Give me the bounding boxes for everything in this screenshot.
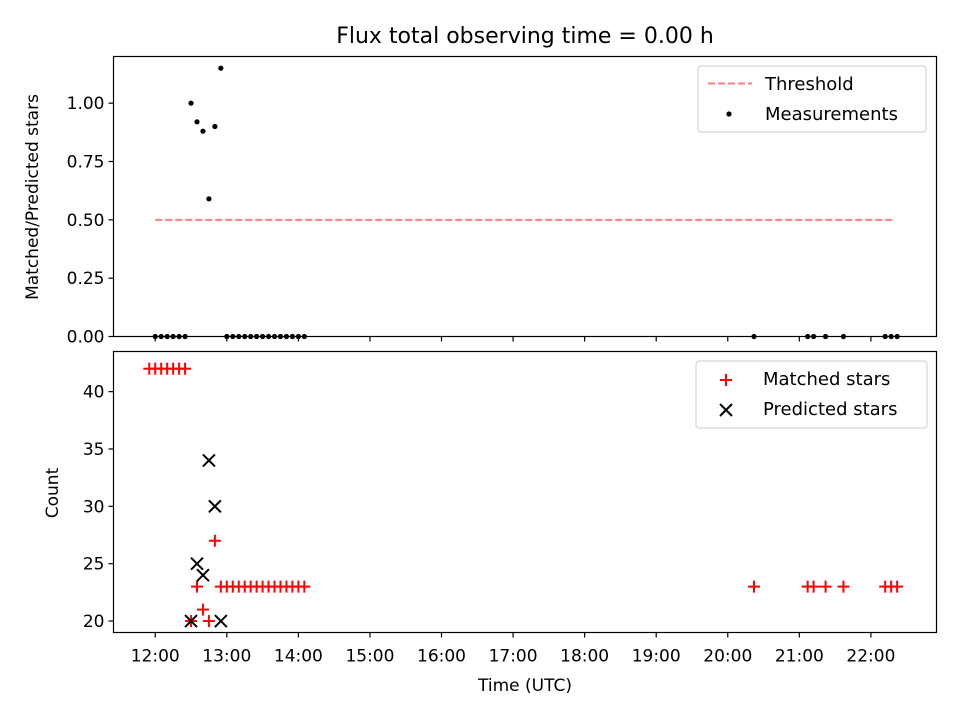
x-tick-label: 16:00: [417, 647, 466, 667]
predicted-stars-legend-marker: [719, 403, 733, 417]
measurement-point: [212, 123, 218, 130]
measurement-point: [188, 100, 194, 106]
measurement-point: [194, 119, 200, 125]
x-axis-label: Time (UTC): [477, 676, 572, 696]
top-y-tick-label: 0.25: [67, 269, 105, 289]
predicted-stars-legend-label: Predicted stars: [763, 399, 897, 420]
measurements-legend-marker: [726, 111, 732, 117]
top-y-tick-label: 1.00: [67, 94, 105, 114]
matched-star-point: [190, 580, 203, 593]
matched-stars-legend-label: Matched stars: [763, 369, 890, 390]
predicted-star-point: [208, 499, 222, 514]
bottom-y-tick-label: 25: [83, 555, 105, 575]
bottom-y-axis-label: Count: [43, 467, 63, 518]
matched-star-point: [819, 580, 832, 593]
top-plot-frame: [112, 55, 938, 338]
measurements-legend-label: Measurements: [765, 104, 898, 125]
predicted-star-point: [196, 568, 210, 582]
chart-title: Flux total observing time = 0.00 h: [336, 24, 714, 49]
x-tick-label: 19:00: [632, 647, 681, 667]
measurement-point: [200, 128, 206, 134]
bottom-legend-box: [695, 360, 928, 429]
top-legend: Threshold Measurements: [697, 65, 927, 133]
top-y-tick-label: 0.00: [67, 328, 105, 348]
matched-star-point: [202, 615, 215, 628]
bottom-y-tick-label: 35: [83, 440, 105, 460]
predicted-star-point: [184, 614, 198, 628]
predicted-star-point: [214, 614, 228, 628]
measurement-point: [206, 196, 212, 202]
x-tick-label: 15:00: [345, 647, 394, 667]
matched-star-point: [807, 580, 820, 593]
x-tick-label: 12:00: [131, 647, 180, 667]
x-tick-label: 18:00: [560, 647, 609, 667]
threshold-legend-label: Threshold: [764, 74, 854, 95]
bottom-y-tick-labels: 20 25 30 35 40: [83, 383, 105, 632]
x-tick-label: 17:00: [489, 647, 538, 667]
top-y-tick-label: 0.50: [67, 211, 105, 231]
x-tick-labels: 12:00 13:00 14:00 15:00 16:00 17:00 18:00 19:00…: [131, 647, 896, 667]
bottom-y-tick-label: 20: [83, 612, 105, 632]
predicted-star-point: [202, 453, 216, 468]
matched-star-point: [891, 580, 904, 593]
bottom-legend: Matched stars Predicted stars: [695, 360, 928, 429]
matched-star-point: [179, 362, 192, 375]
x-tick-label: 13:00: [202, 647, 251, 667]
matched-stars-legend-marker: [720, 374, 732, 386]
measurement-point: [218, 65, 224, 71]
top-legend-box: [697, 65, 927, 133]
x-tick-label: 22:00: [846, 647, 895, 667]
bottom-plot-frame: [112, 350, 938, 634]
top-panel: Flux total observing time = 0.00 h Match…: [23, 24, 938, 348]
top-axis-ticks: [108, 102, 872, 342]
bottom-points-layer: [143, 362, 904, 628]
bottom-y-tick-label: 40: [83, 383, 105, 403]
x-tick-label: 20:00: [703, 647, 752, 667]
x-tick-label: 21:00: [775, 647, 824, 667]
matched-star-point: [298, 580, 311, 593]
top-y-tick-labels: 0.00 0.25 0.50 0.75 1.00: [67, 94, 105, 347]
top-y-axis-label: Matched/Predicted stars: [23, 94, 43, 300]
bottom-y-tick-label: 30: [83, 497, 105, 517]
bottom-axis-ticks: [108, 391, 872, 638]
matched-star-point: [208, 534, 221, 547]
matched-star-point: [748, 580, 761, 593]
top-y-tick-label: 0.75: [67, 153, 105, 173]
matched-star-point: [837, 580, 850, 593]
bottom-panel: Count Time (UTC) 20 25 30 35 40 12:00 13:00 14…: [43, 350, 938, 696]
matched-star-point: [196, 603, 209, 616]
predicted-star-point: [190, 556, 204, 571]
x-tick-label: 14:00: [274, 647, 323, 667]
